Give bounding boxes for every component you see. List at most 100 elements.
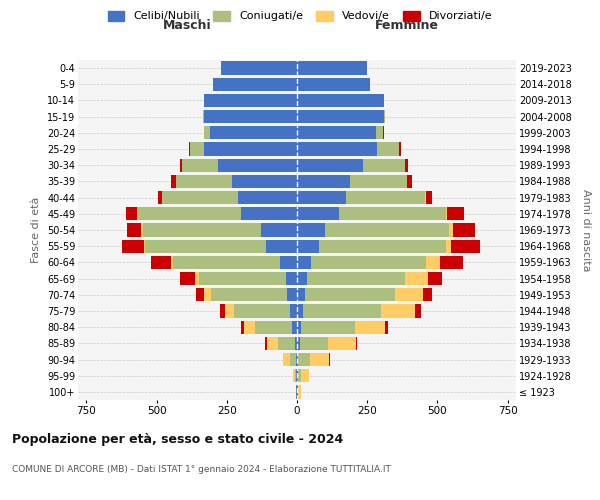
Bar bbox=[181, 158, 182, 172]
Bar bbox=[280, 256, 297, 269]
Bar bbox=[296, 369, 297, 382]
Bar bbox=[196, 288, 205, 302]
Bar bbox=[297, 304, 302, 318]
Bar bbox=[218, 158, 297, 172]
Bar bbox=[355, 320, 385, 334]
Bar bbox=[293, 369, 295, 382]
Bar bbox=[297, 320, 301, 334]
Bar bbox=[297, 94, 384, 107]
Bar bbox=[400, 142, 401, 156]
Bar bbox=[405, 158, 408, 172]
Bar bbox=[385, 320, 388, 334]
Bar bbox=[319, 240, 446, 253]
Bar bbox=[297, 256, 311, 269]
Bar bbox=[328, 336, 356, 350]
Bar bbox=[447, 207, 464, 220]
Bar bbox=[415, 304, 421, 318]
Bar bbox=[426, 256, 440, 269]
Bar bbox=[446, 207, 447, 220]
Bar bbox=[199, 272, 286, 285]
Bar bbox=[144, 240, 145, 253]
Bar bbox=[205, 126, 210, 140]
Text: Femmine: Femmine bbox=[374, 20, 439, 32]
Bar bbox=[205, 142, 297, 156]
Bar bbox=[213, 78, 297, 91]
Bar bbox=[297, 288, 305, 302]
Bar bbox=[256, 320, 292, 334]
Bar bbox=[297, 369, 298, 382]
Bar bbox=[298, 386, 301, 398]
Bar bbox=[170, 256, 173, 269]
Bar bbox=[220, 304, 226, 318]
Bar bbox=[297, 175, 350, 188]
Bar bbox=[297, 78, 370, 91]
Bar bbox=[205, 94, 297, 107]
Bar bbox=[241, 207, 297, 220]
Bar bbox=[286, 272, 297, 285]
Bar bbox=[297, 240, 319, 253]
Bar bbox=[266, 240, 297, 253]
Bar bbox=[297, 353, 298, 366]
Bar bbox=[295, 369, 296, 382]
Bar bbox=[300, 336, 328, 350]
Bar bbox=[127, 224, 141, 236]
Bar bbox=[297, 158, 363, 172]
Text: Popolazione per età, sesso e stato civile - 2024: Popolazione per età, sesso e stato civil… bbox=[12, 432, 343, 446]
Bar bbox=[310, 353, 329, 366]
Bar bbox=[205, 110, 297, 124]
Bar bbox=[377, 142, 400, 156]
Bar bbox=[426, 191, 432, 204]
Bar bbox=[446, 240, 451, 253]
Bar bbox=[297, 272, 307, 285]
Bar bbox=[363, 158, 405, 172]
Bar bbox=[384, 110, 385, 124]
Bar bbox=[301, 320, 355, 334]
Bar bbox=[395, 288, 424, 302]
Bar bbox=[290, 353, 296, 366]
Legend: Celibi/Nubili, Coniugati/e, Vedovi/e, Divorziati/e: Celibi/Nubili, Coniugati/e, Vedovi/e, Di… bbox=[108, 10, 492, 22]
Bar bbox=[194, 272, 199, 285]
Bar bbox=[173, 256, 280, 269]
Bar bbox=[260, 224, 297, 236]
Bar bbox=[238, 191, 297, 204]
Bar bbox=[297, 142, 377, 156]
Y-axis label: Anni di nascita: Anni di nascita bbox=[581, 188, 591, 271]
Bar bbox=[407, 175, 412, 188]
Bar bbox=[283, 353, 290, 366]
Bar bbox=[210, 126, 297, 140]
Bar bbox=[453, 224, 475, 236]
Bar bbox=[325, 224, 449, 236]
Bar bbox=[145, 240, 266, 253]
Bar bbox=[122, 240, 144, 253]
Bar bbox=[297, 110, 384, 124]
Bar bbox=[126, 207, 137, 220]
Bar bbox=[298, 353, 310, 366]
Bar bbox=[265, 336, 266, 350]
Bar bbox=[190, 142, 205, 156]
Bar bbox=[297, 191, 346, 204]
Bar bbox=[381, 304, 415, 318]
Bar bbox=[451, 240, 479, 253]
Bar bbox=[234, 304, 290, 318]
Bar bbox=[356, 336, 358, 350]
Bar bbox=[151, 256, 170, 269]
Bar bbox=[244, 320, 256, 334]
Bar bbox=[296, 353, 297, 366]
Bar bbox=[302, 304, 381, 318]
Bar bbox=[428, 272, 442, 285]
Bar bbox=[311, 256, 426, 269]
Bar bbox=[170, 175, 176, 188]
Bar bbox=[301, 369, 309, 382]
Bar bbox=[162, 191, 238, 204]
Bar bbox=[266, 336, 278, 350]
Bar bbox=[292, 320, 297, 334]
Bar bbox=[203, 110, 205, 124]
Bar bbox=[226, 304, 234, 318]
Bar bbox=[297, 126, 376, 140]
Bar bbox=[211, 288, 287, 302]
Bar bbox=[383, 126, 384, 140]
Text: Maschi: Maschi bbox=[163, 20, 212, 32]
Bar bbox=[137, 207, 241, 220]
Bar bbox=[205, 288, 211, 302]
Bar bbox=[158, 191, 162, 204]
